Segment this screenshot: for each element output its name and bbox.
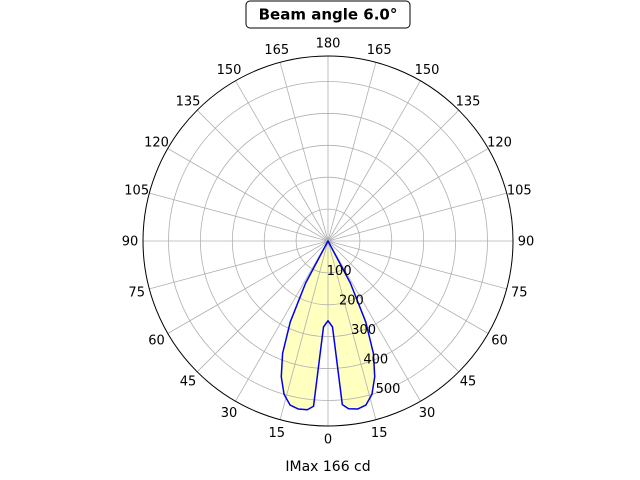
light-distribution-curve-layer [280, 240, 376, 411]
angular-grid-line [327, 80, 421, 242]
angular-grid-line [327, 240, 489, 334]
angular-grid-line [167, 148, 329, 242]
radial-tick-label: 100 [327, 264, 352, 279]
title-box [245, 0, 411, 29]
angle-tick-label: 90 [518, 235, 535, 250]
angular-grid-line [279, 240, 329, 420]
angle-tick-label: 105 [507, 183, 532, 198]
angle-tick-label: 30 [419, 406, 436, 421]
radial-tick-label: 400 [363, 352, 388, 367]
radial-tick-label: 500 [376, 382, 401, 397]
angular-grid-line [235, 80, 329, 242]
angular-grid-line [327, 240, 421, 402]
angle-tick-label: 165 [367, 43, 392, 58]
polar-frame [142, 55, 514, 427]
distribution-curve [280, 240, 376, 411]
angular-grid-line [235, 240, 329, 402]
angle-tick-label: 45 [180, 375, 197, 390]
angle-tick-label: 135 [176, 95, 201, 110]
angular-grid-line [327, 109, 460, 242]
radial-tick-label: 300 [351, 323, 376, 338]
angle-tick-label: 45 [460, 375, 477, 390]
angle-tick-label: 60 [148, 334, 165, 349]
angular-grid-line [196, 240, 329, 373]
radial-tick-label: 200 [339, 293, 364, 308]
angular-grid-line [149, 240, 329, 290]
distribution-fill [281, 241, 375, 410]
polar-grid [142, 55, 514, 427]
angle-tick-label: 105 [124, 183, 149, 198]
tick-labels: 180 1651501351201059075604530150153045607… [122, 37, 535, 448]
x-axis-label: IMax 166 cd [285, 459, 370, 475]
angular-grid-line [167, 240, 329, 334]
angular-grid-line [196, 109, 329, 242]
angular-grid-line [149, 192, 329, 242]
angular-grid-line [327, 240, 507, 290]
angular-grid-line [327, 192, 507, 242]
angle-tick-label: 150 [415, 63, 440, 78]
angle-tick-label: 15 [371, 426, 388, 441]
angle-tick-label: 120 [487, 136, 512, 151]
angle-tick-label: 15 [269, 426, 286, 441]
angle-tick-label: 75 [128, 286, 145, 301]
angle-tick-label: 60 [491, 334, 508, 349]
angular-grid-line [279, 62, 329, 242]
angular-grid-line [327, 240, 460, 373]
angle-tick-label: 90 [122, 235, 139, 250]
angle-tick-label: 165 [264, 43, 289, 58]
angle-tick-label: 30 [221, 406, 238, 421]
angle-tick-label: 150 [217, 63, 242, 78]
angle-tick-label: 0 [324, 433, 332, 448]
angular-grid-line [327, 148, 489, 242]
chart-title: Beam angle 6.0° [259, 6, 398, 24]
angular-grid-line [327, 240, 377, 420]
angular-grid-line [327, 62, 377, 242]
angle-tick-label: 120 [144, 136, 169, 151]
angle-tick-label: 135 [456, 95, 481, 110]
angle-tick-label: 75 [511, 286, 528, 301]
light-distribution-fill-layer [281, 241, 375, 410]
angle-tick-label: 180 [316, 37, 341, 52]
